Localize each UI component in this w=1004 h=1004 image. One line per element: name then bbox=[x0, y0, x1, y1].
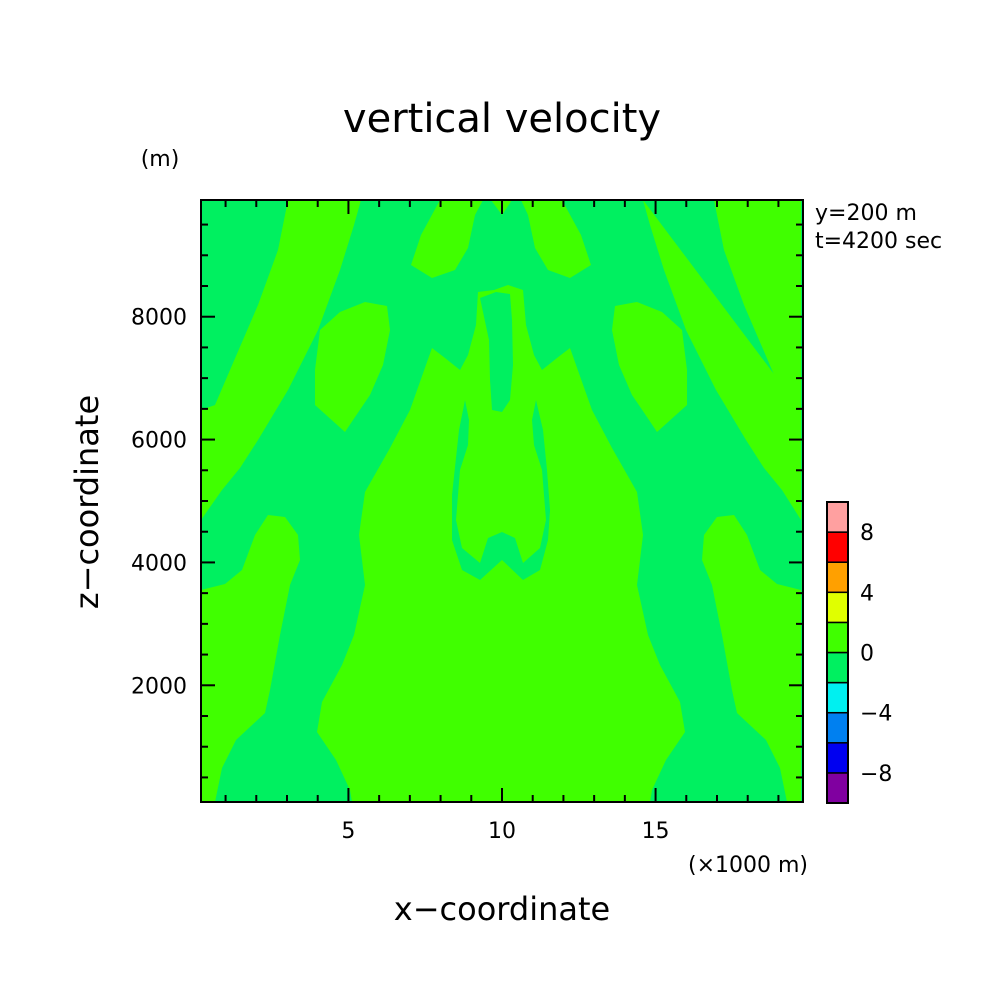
positive-velocity-region bbox=[612, 302, 687, 432]
positive-velocity-region bbox=[315, 302, 390, 432]
x-axis: 5 10 15 bbox=[224, 200, 780, 844]
annotation-y-position: y=200 m bbox=[815, 201, 917, 226]
positive-velocity-region bbox=[201, 200, 361, 520]
colorbar: −8 −4 0 4 8 bbox=[826, 501, 892, 804]
y-axis-label: z−coordinate bbox=[68, 395, 106, 609]
colorbar-swatch bbox=[826, 561, 849, 594]
colorbar-swatch bbox=[826, 742, 849, 774]
colorbar-swatch bbox=[826, 621, 849, 654]
colorbar-label: −4 bbox=[860, 702, 892, 727]
positive-velocity-region bbox=[201, 515, 300, 802]
x-tick-label: 15 bbox=[642, 819, 670, 844]
y-tick-label: 4000 bbox=[131, 551, 187, 576]
y-unit-label: (m) bbox=[141, 147, 180, 172]
colorbar-swatch bbox=[826, 772, 849, 804]
x-tick-label: 10 bbox=[488, 819, 516, 844]
y-tick-label: 6000 bbox=[131, 429, 187, 454]
chart-title: vertical velocity bbox=[343, 96, 661, 142]
colorbar-label: −8 bbox=[860, 762, 892, 787]
colorbar-label: 4 bbox=[860, 581, 874, 606]
x-axis-label: x−coordinate bbox=[394, 890, 610, 928]
y-tick-label: 8000 bbox=[131, 306, 187, 331]
positive-velocity-region bbox=[714, 200, 801, 410]
colorbar-swatch bbox=[826, 531, 849, 563]
positive-velocity-region bbox=[643, 200, 801, 520]
colorbar-swatch bbox=[826, 591, 849, 624]
negative-velocity-pocket bbox=[452, 400, 550, 580]
contour-field bbox=[201, 200, 803, 802]
y-tick-label: 2000 bbox=[131, 674, 187, 699]
colorbar-swatch bbox=[826, 501, 849, 533]
x-tick-label: 5 bbox=[341, 819, 355, 844]
colorbar-swatch bbox=[826, 681, 849, 714]
negative-velocity-pocket bbox=[480, 292, 513, 412]
colorbar-label: 0 bbox=[860, 642, 874, 667]
positive-velocity-region bbox=[411, 200, 483, 278]
colorbar-frame bbox=[826, 501, 849, 804]
y-axis: 2000 4000 6000 8000 bbox=[131, 223, 803, 779]
colorbar-swatch bbox=[826, 651, 849, 684]
colorbar-label: 8 bbox=[860, 521, 874, 546]
annotation-time: t=4200 sec bbox=[815, 229, 942, 254]
x-unit-label: (×1000 m) bbox=[688, 853, 808, 878]
positive-velocity-region bbox=[521, 200, 591, 278]
positive-velocity-region bbox=[702, 515, 801, 802]
colorbar-swatch bbox=[826, 711, 849, 744]
